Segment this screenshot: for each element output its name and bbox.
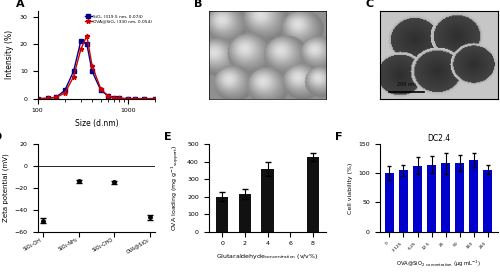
Bar	[216, 197, 228, 232]
OVA@SiO₂ (330 nm, 0.054)	[111, 96, 117, 100]
OVA@SiO₂ (330 nm, 0.054)	[132, 97, 138, 100]
Line: SiO₂ (319.5 nm, 0.074): SiO₂ (319.5 nm, 0.074)	[36, 40, 157, 100]
SiO₂ (319.5 nm, 0.074)	[98, 89, 104, 92]
Y-axis label: Intensity (%): Intensity (%)	[6, 30, 15, 80]
Y-axis label: Cell viability (%): Cell viability (%)	[348, 162, 352, 213]
SiO₂ (319.5 nm, 0.074)	[132, 97, 138, 100]
Bar	[238, 194, 251, 232]
SiO₂ (319.5 nm, 0.074)	[45, 97, 51, 100]
Line: OVA@SiO₂ (330 nm, 0.054): OVA@SiO₂ (330 nm, 0.054)	[35, 33, 158, 101]
OVA@SiO₂ (330 nm, 0.054)	[53, 96, 59, 99]
OVA@SiO₂ (330 nm, 0.054)	[70, 75, 76, 78]
OVA@SiO₂ (330 nm, 0.054)	[141, 97, 147, 100]
Bar	[385, 173, 394, 232]
OVA@SiO₂ (330 nm, 0.054)	[89, 64, 95, 68]
X-axis label: Glutaraldehyde$_{\mathregular{concentration}}$ (v/v%): Glutaraldehyde$_{\mathregular{concentrat…	[216, 252, 318, 261]
OVA@SiO₂ (330 nm, 0.054)	[105, 94, 111, 98]
Title: DC2.4: DC2.4	[427, 134, 450, 143]
Bar	[413, 166, 422, 232]
SiO₂ (319.5 nm, 0.074)	[141, 97, 147, 100]
Text: D: D	[0, 132, 2, 142]
OVA@SiO₂ (330 nm, 0.054)	[125, 97, 131, 100]
SiO₂ (319.5 nm, 0.074)	[84, 42, 90, 46]
Bar	[469, 160, 478, 232]
Text: C: C	[366, 0, 374, 9]
Y-axis label: Zeta potential (mV): Zeta potential (mV)	[2, 153, 9, 222]
SiO₂ (319.5 nm, 0.074)	[53, 96, 59, 99]
X-axis label: OVA@SiO$_2$ $_{\mathregular{concentration}}$ ($\mu$g mL$^{-1}$): OVA@SiO$_2$ $_{\mathregular{concentratio…	[396, 259, 481, 269]
SiO₂ (319.5 nm, 0.074)	[78, 40, 84, 43]
Text: E: E	[164, 132, 172, 142]
Bar	[262, 169, 274, 232]
Bar	[306, 157, 319, 232]
SiO₂ (319.5 nm, 0.074)	[89, 70, 95, 73]
OVA@SiO₂ (330 nm, 0.054)	[152, 97, 158, 100]
OVA@SiO₂ (330 nm, 0.054)	[84, 34, 90, 37]
SiO₂ (319.5 nm, 0.074)	[116, 97, 122, 100]
SiO₂ (319.5 nm, 0.074)	[125, 97, 131, 100]
SiO₂ (319.5 nm, 0.074)	[34, 97, 40, 100]
Legend: SiO₂ (319.5 nm, 0.074), OVA@SiO₂ (330 nm, 0.054): SiO₂ (319.5 nm, 0.074), OVA@SiO₂ (330 nm…	[84, 13, 153, 25]
OVA@SiO₂ (330 nm, 0.054)	[116, 97, 122, 100]
SiO₂ (319.5 nm, 0.074)	[105, 94, 111, 98]
SiO₂ (319.5 nm, 0.074)	[70, 70, 76, 73]
Text: B: B	[194, 0, 202, 9]
OVA@SiO₂ (330 nm, 0.054)	[78, 48, 84, 51]
OVA@SiO₂ (330 nm, 0.054)	[45, 97, 51, 100]
Bar	[455, 163, 464, 232]
SiO₂ (319.5 nm, 0.074)	[111, 96, 117, 100]
Y-axis label: OVA loading (mg g$^{-1}$$_{\mathregular{support}}$): OVA loading (mg g$^{-1}$$_{\mathregular{…	[170, 145, 181, 231]
X-axis label: Size (d.nm): Size (d.nm)	[74, 119, 118, 128]
Bar	[399, 170, 408, 232]
Bar	[483, 170, 492, 232]
Bar	[427, 165, 436, 232]
OVA@SiO₂ (330 nm, 0.054)	[34, 97, 40, 100]
OVA@SiO₂ (330 nm, 0.054)	[98, 87, 104, 91]
Bar	[441, 163, 450, 232]
Text: F: F	[334, 132, 342, 142]
Text: A: A	[16, 0, 25, 9]
Text: 200 nm: 200 nm	[397, 82, 416, 87]
SiO₂ (319.5 nm, 0.074)	[152, 97, 158, 100]
OVA@SiO₂ (330 nm, 0.054)	[62, 92, 68, 95]
SiO₂ (319.5 nm, 0.074)	[62, 89, 68, 92]
